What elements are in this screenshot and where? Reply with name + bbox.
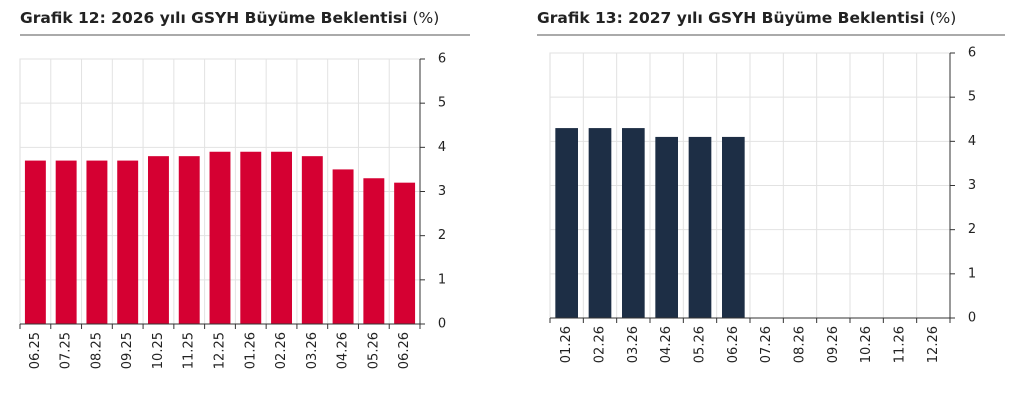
x-tick-label: 11.26 [893, 326, 908, 363]
x-tick-label: 07.25 [59, 332, 74, 369]
bar [117, 160, 139, 324]
x-tick-label: 04.26 [659, 326, 674, 363]
x-tick-label: 12.25 [213, 332, 228, 369]
bar [622, 128, 645, 318]
x-tick-label: 03.26 [626, 326, 641, 363]
bar [148, 156, 169, 324]
x-tick-label: 06.26 [726, 326, 741, 363]
x-tick-label: 01.26 [559, 326, 574, 363]
y-tick-label: 2 [968, 222, 976, 237]
x-tick-label: 09.26 [826, 326, 841, 363]
bar [240, 151, 262, 324]
chart-unit: (%) [929, 9, 956, 27]
bar [722, 136, 745, 318]
y-tick-label: 5 [968, 90, 976, 105]
bar [301, 156, 323, 324]
x-tick-label: 01.26 [243, 332, 258, 369]
y-tick-label: 3 [438, 184, 446, 199]
x-tick-label: 02.26 [274, 332, 289, 369]
x-tick-label: 04.26 [336, 332, 351, 369]
y-tick-label: 3 [968, 178, 976, 193]
x-tick-label: 11.25 [182, 332, 197, 369]
bar [209, 151, 231, 324]
chart-title-text: Grafik 13: 2027 yılı GSYH Büyüme Beklent… [537, 9, 924, 27]
y-tick-label: 1 [968, 266, 976, 281]
bar [271, 151, 292, 324]
y-tick-label: 2 [438, 228, 446, 243]
bar [332, 169, 354, 324]
x-tick-label: 05.26 [366, 332, 381, 369]
chart-title-text: Grafik 12: 2026 yılı GSYH Büyüme Beklent… [20, 9, 407, 27]
x-tick-label: 03.26 [305, 332, 320, 369]
bar [178, 156, 200, 324]
bar [588, 128, 612, 318]
bar [688, 136, 712, 318]
bar [86, 160, 108, 324]
x-tick-label: 10.25 [151, 332, 166, 369]
x-tick-label: 08.25 [89, 332, 104, 369]
bar [655, 136, 678, 318]
y-tick-label: 1 [438, 272, 446, 287]
chart-title: Grafik 12: 2026 yılı GSYH Büyüme Beklent… [20, 9, 439, 27]
y-tick-label: 6 [438, 52, 446, 67]
x-tick-label: 09.25 [120, 332, 135, 369]
chart-title: Grafik 13: 2027 yılı GSYH Büyüme Beklent… [537, 9, 956, 27]
bar [363, 178, 385, 324]
bar [394, 182, 416, 324]
x-tick-label: 12.26 [926, 326, 941, 363]
y-tick-label: 6 [968, 46, 976, 61]
x-tick-label: 10.26 [859, 326, 874, 363]
x-tick-label: 05.26 [693, 326, 708, 363]
y-tick-label: 0 [968, 311, 976, 326]
y-tick-label: 4 [438, 140, 446, 155]
x-tick-label: 02.26 [593, 326, 608, 363]
chart-unit: (%) [412, 9, 439, 27]
y-tick-label: 5 [438, 96, 446, 111]
bar [555, 128, 578, 318]
bar [55, 160, 77, 324]
x-tick-label: 07.26 [759, 326, 774, 363]
x-tick-label: 06.25 [28, 332, 43, 369]
x-tick-label: 06.26 [397, 332, 412, 369]
y-tick-label: 4 [968, 134, 976, 149]
bar [24, 160, 46, 324]
y-tick-label: 0 [438, 317, 446, 332]
x-tick-label: 08.26 [793, 326, 808, 363]
